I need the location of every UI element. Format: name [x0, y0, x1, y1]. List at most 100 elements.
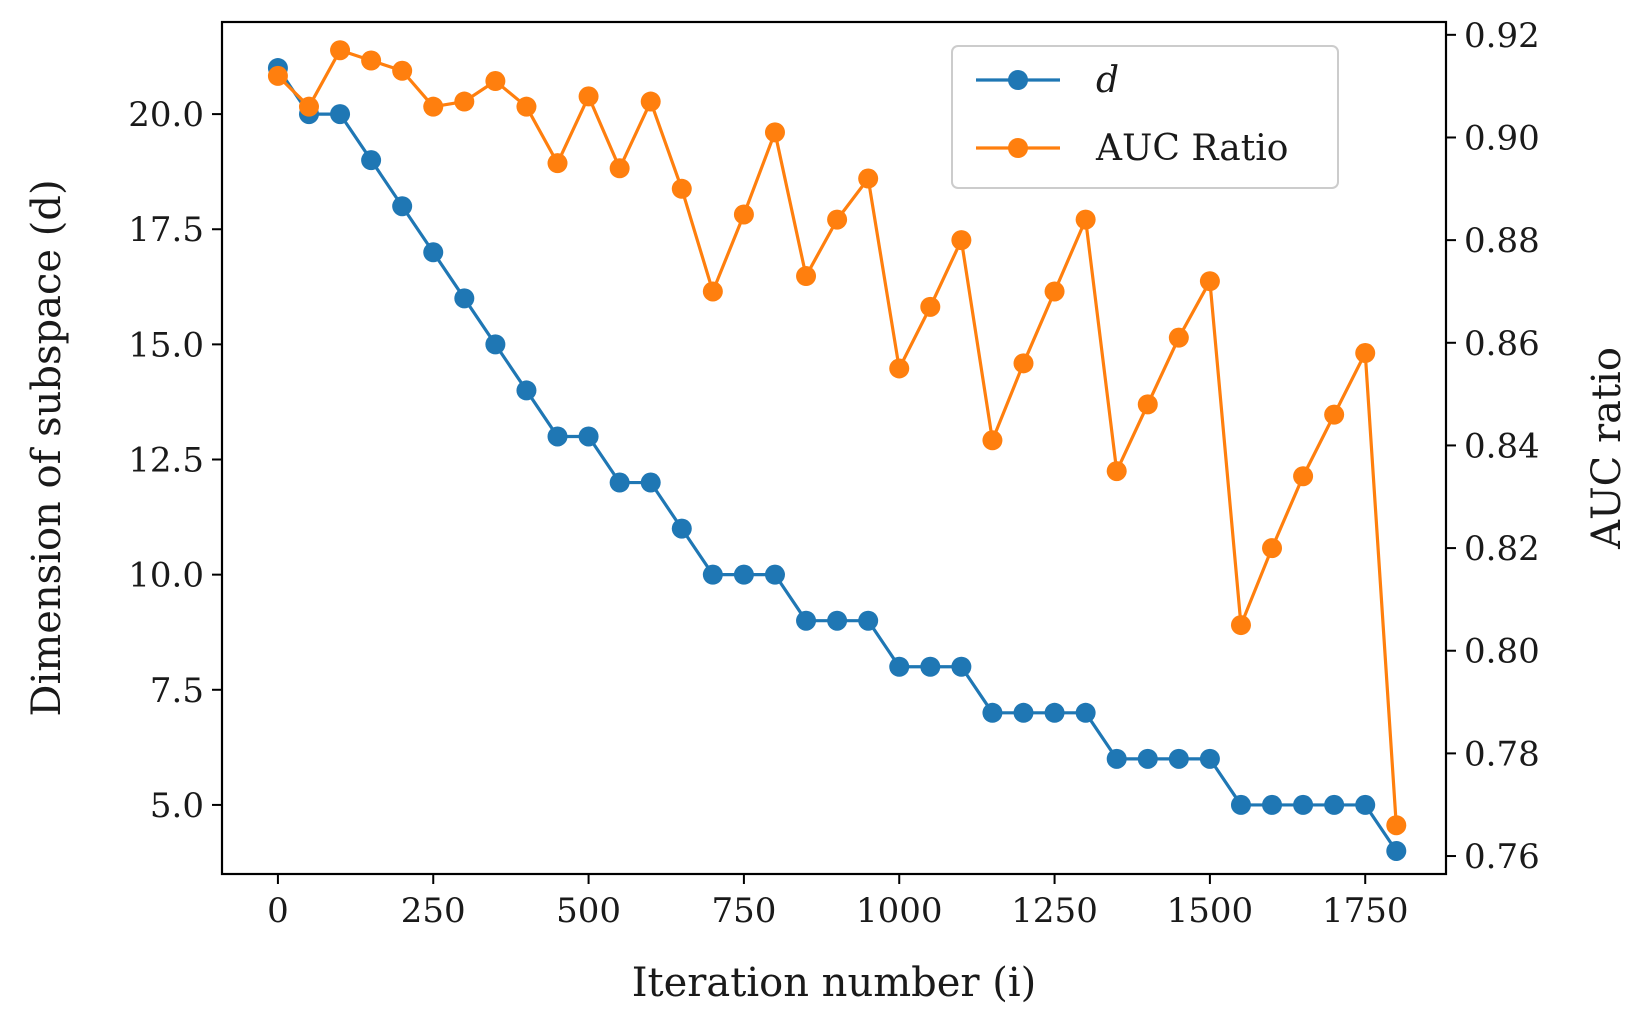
x-tick-label: 1500: [1167, 891, 1254, 931]
data-point: [671, 518, 692, 539]
x-tick-label: 500: [556, 891, 621, 931]
left-y-tick-label: 10.0: [128, 556, 204, 596]
data-point: [889, 656, 910, 677]
data-point: [485, 71, 506, 92]
data-point: [1355, 343, 1376, 364]
data-point: [702, 281, 723, 302]
data-point: [827, 209, 848, 230]
data-point: [1262, 538, 1283, 559]
right-y-tick-label: 0.76: [1464, 837, 1540, 877]
data-point: [547, 153, 568, 174]
series-auc-ratio: [267, 40, 1407, 836]
x-tick-label: 0: [267, 891, 289, 931]
x-tick-label: 1250: [1011, 891, 1098, 931]
legend-item: d: [976, 60, 1119, 101]
data-point: [1137, 394, 1158, 415]
right-y-tick-label: 0.86: [1464, 324, 1540, 364]
data-point: [1386, 840, 1407, 861]
data-point: [609, 158, 630, 179]
data-point: [1168, 327, 1189, 348]
left-y-tick-label: 15.0: [128, 325, 204, 365]
x-tick-label: 750: [711, 891, 776, 931]
data-point: [889, 358, 910, 379]
legend-marker: [1008, 138, 1028, 158]
left-y-tick-label: 5.0: [150, 786, 204, 826]
data-point: [298, 96, 319, 117]
left-y-tick-label: 17.5: [128, 210, 204, 250]
data-point: [796, 610, 817, 631]
data-point: [1044, 281, 1065, 302]
data-point: [330, 104, 351, 125]
data-point: [454, 288, 475, 309]
right-y-tick-label: 0.80: [1464, 632, 1540, 672]
data-point: [702, 564, 723, 585]
data-point: [578, 426, 599, 447]
legend-label: d: [1096, 60, 1119, 101]
legend: d AUC Ratio: [951, 45, 1339, 189]
data-point: [982, 430, 1003, 451]
left-y-axis-title: Dimension of subspace (d): [24, 179, 70, 716]
data-point: [1293, 794, 1314, 815]
left-y-tick-label: 12.5: [128, 441, 204, 481]
right-y-tick-label: 0.90: [1464, 118, 1540, 158]
data-point: [1199, 748, 1220, 769]
data-point: [454, 91, 475, 112]
data-point: [267, 65, 288, 86]
legend-marker: [1008, 70, 1028, 90]
right-y-tick-label: 0.92: [1464, 16, 1540, 56]
data-point: [1386, 815, 1407, 836]
data-point: [1075, 702, 1096, 723]
x-axis-title: Iteration number (i): [632, 960, 1037, 1006]
right-y-tick-label: 0.82: [1464, 529, 1540, 569]
data-point: [423, 96, 444, 117]
data-point: [1293, 466, 1314, 487]
axes-layer: 0 250 500 750 1000 1250 1500 1750 5.0 7.5 10.0 12.5…: [128, 16, 1539, 931]
data-point: [1199, 271, 1220, 292]
data-point: [951, 230, 972, 251]
data-point: [920, 296, 941, 317]
data-point: [920, 656, 941, 677]
data-point: [392, 196, 413, 217]
data-point: [858, 610, 879, 631]
data-point: [1106, 461, 1127, 482]
data-point: [485, 334, 506, 355]
data-point: [1044, 702, 1065, 723]
data-point: [764, 122, 785, 143]
data-point: [609, 472, 630, 493]
data-point: [547, 426, 568, 447]
right-y-tick-label: 0.88: [1464, 221, 1540, 261]
data-point: [1324, 404, 1345, 425]
data-point: [640, 472, 661, 493]
left-y-tick-label: 7.5: [150, 671, 204, 711]
data-point: [671, 178, 692, 199]
left-y-tick-label: 20.0: [128, 95, 204, 135]
data-point: [951, 656, 972, 677]
right-y-axis-title: AUC ratio: [1584, 347, 1630, 550]
data-point: [1262, 794, 1283, 815]
legend-item: AUC Ratio: [976, 128, 1288, 169]
data-point: [1075, 209, 1096, 230]
data-point: [640, 91, 661, 112]
data-point: [764, 564, 785, 585]
legend-label: AUC Ratio: [1095, 128, 1288, 169]
data-point: [982, 702, 1003, 723]
data-point: [1013, 702, 1034, 723]
data-point: [578, 86, 599, 107]
x-tick-label: 1750: [1322, 891, 1409, 931]
data-point: [361, 50, 382, 71]
x-tick-label: 250: [401, 891, 466, 931]
data-point: [1013, 353, 1034, 374]
data-point: [733, 204, 754, 225]
data-point: [1230, 615, 1251, 636]
data-point: [1230, 794, 1251, 815]
data-point: [1106, 748, 1127, 769]
data-point: [858, 168, 879, 189]
data-point: [330, 40, 351, 61]
data-point: [1168, 748, 1189, 769]
data-point: [1137, 748, 1158, 769]
data-point: [392, 60, 413, 81]
data-point: [827, 610, 848, 631]
data-point: [423, 242, 444, 263]
data-point: [516, 96, 537, 117]
